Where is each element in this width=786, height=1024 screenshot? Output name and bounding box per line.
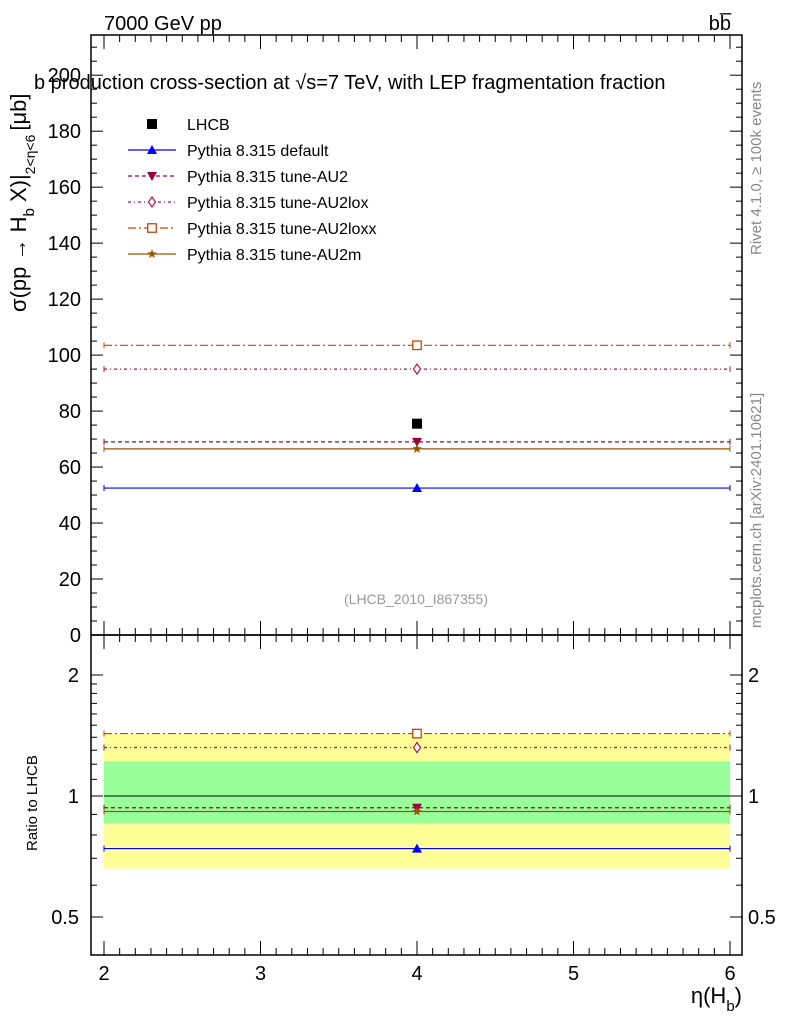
xlabel-main: η(H <box>691 983 726 1008</box>
ratio-y-tick-label: 2 <box>68 665 79 687</box>
x-axis-label: η(Hb) <box>691 983 742 1015</box>
legend-label-au2loxx: Pythia 8.315 tune-AU2loxx <box>187 221 376 238</box>
legend-marker-lhcb <box>147 119 157 129</box>
ratio-y-tick-label-right: 0.5 <box>748 907 776 929</box>
ylabel-sub-range: 2<η<6 <box>22 134 38 174</box>
legend-marker-au2lox <box>147 195 157 209</box>
legend-label-lhcb: LHCB <box>187 117 230 134</box>
main-y-tick-label: 20 <box>59 569 81 591</box>
x-tick-label: 3 <box>255 963 266 985</box>
series-marker-au2lox <box>412 363 422 376</box>
analysis-id-watermark: (LHCB_2010_I867355) <box>344 591 488 607</box>
ylabel-unit: [μb] <box>6 93 31 130</box>
legend-label-au2lox: Pythia 8.315 tune-AU2lox <box>187 195 368 212</box>
main-y-tick-label: 100 <box>48 345 81 367</box>
ratio-marker-au2m <box>412 806 422 816</box>
legend-marker-au2loxx <box>147 223 157 233</box>
ratio-marker-au2lox <box>412 741 422 754</box>
main-panel: 0 20 40 60 80 100 120 140 160 180 200 <box>48 34 743 647</box>
mcplots-label: mcplots.cern.ch [arXiv:2401.10621] <box>748 393 765 628</box>
series-marker-au2 <box>412 437 422 447</box>
main-series-markers <box>412 340 422 493</box>
data-point-lhcb <box>412 418 422 429</box>
legend-marker-default <box>147 145 157 154</box>
series-marker-au2loxx <box>412 340 422 351</box>
legend-label-au2: Pythia 8.315 tune-AU2 <box>187 169 348 186</box>
legend-entry-lhcb: LHCB <box>147 117 230 134</box>
main-y-tick-label: 200 <box>48 65 81 87</box>
ratio-y-tick-label-right: 1 <box>748 786 759 808</box>
process-label: bb̅ <box>709 12 732 35</box>
x-tick-label: 5 <box>568 963 579 985</box>
legend-marker-au2 <box>147 172 157 181</box>
main-y-axis-label: σ(pp → Hb X)|2<η<6 [μb] <box>6 93 38 312</box>
ratio-y-tick-label-right: 2 <box>748 665 759 687</box>
main-y-tick-label: 180 <box>48 121 81 143</box>
legend-label-default: Pythia 8.315 default <box>187 143 329 160</box>
ylabel-mid: X)| <box>6 174 31 208</box>
legend-entry-au2loxx: Pythia 8.315 tune-AU2loxx <box>128 221 376 238</box>
legend-label-au2m: Pythia 8.315 tune-AU2m <box>187 247 361 264</box>
legend-marker-au2m <box>147 249 157 259</box>
legend-entry-default: Pythia 8.315 default <box>128 143 329 160</box>
ratio-marker-default <box>412 843 422 853</box>
ratio-axis-ticks: 0.5 0.5 1 1 2 2 2 3 4 5 6 <box>51 635 776 985</box>
ratio-band-inner <box>104 761 730 824</box>
main-y-tick-label: 60 <box>59 457 81 479</box>
ylabel-sigma: σ(pp → H <box>6 217 31 313</box>
series-marker-au2m <box>412 443 422 453</box>
legend: LHCB Pythia 8.315 default Pythia 8.315 tun… <box>128 117 376 264</box>
ratio-y-axis-label: Ratio to LHCB <box>24 755 41 851</box>
x-tick-label: 6 <box>724 963 735 985</box>
rivet-version-label: Rivet 4.1.0, ≥ 100k events <box>748 82 765 255</box>
main-y-tick-label: 120 <box>48 289 81 311</box>
xlabel-sub: b <box>726 998 734 1015</box>
ratio-frame <box>90 634 743 956</box>
x-tick-label: 4 <box>411 963 422 985</box>
ratio-panel: 0.5 0.5 1 1 2 2 2 3 4 5 6 <box>51 634 776 985</box>
main-y-tick-label: 160 <box>48 177 81 199</box>
ratio-series-markers <box>412 728 422 853</box>
energy-label: 7000 GeV pp <box>104 13 222 35</box>
main-y-tick-label: 0 <box>70 625 81 647</box>
series-marker-default <box>412 483 422 493</box>
legend-entry-au2lox: Pythia 8.315 tune-AU2lox <box>128 195 368 212</box>
ratio-y-tick-label: 0.5 <box>51 907 79 929</box>
ratio-y-tick-label: 1 <box>68 786 79 808</box>
svg-text:η(Hb): η(Hb) <box>691 983 742 1015</box>
main-y-tick-label: 80 <box>59 401 81 423</box>
xlabel-close: ) <box>735 983 742 1008</box>
svg-text:σ(pp → Hb X)|2<η<6[μb]: σ(pp → Hb X)|2<η<6 [μb] <box>6 93 38 312</box>
main-y-axis-ticks: 0 20 40 60 80 100 120 140 160 180 200 <box>48 35 742 647</box>
legend-entry-au2m: Pythia 8.315 tune-AU2m <box>128 247 361 264</box>
ratio-marker-au2loxx <box>412 728 422 739</box>
main-y-tick-label: 140 <box>48 233 81 255</box>
x-tick-label: 2 <box>98 963 109 985</box>
ylabel-sub-b: b <box>21 208 38 216</box>
plot-title: b production cross-section at √s=7 TeV, … <box>34 72 666 94</box>
legend-entry-au2: Pythia 8.315 tune-AU2 <box>128 169 348 186</box>
main-y-tick-label: 40 <box>59 513 81 535</box>
